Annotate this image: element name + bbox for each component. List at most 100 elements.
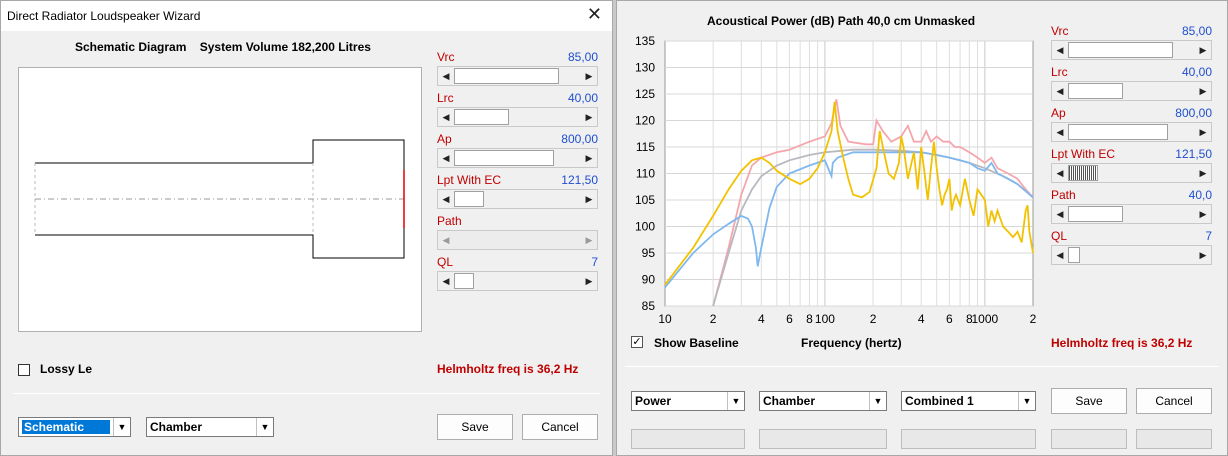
show-baseline-checkbox[interactable]: ✓ <box>631 336 643 348</box>
mode-select[interactable]: Power ▼ <box>631 391 745 411</box>
scroll-right-icon[interactable]: ▶ <box>585 276 593 286</box>
chevron-down-icon[interactable]: ▼ <box>869 392 886 410</box>
param-scrollbar[interactable]: ◀ ▶ <box>437 107 598 127</box>
param-label: QL <box>437 255 454 269</box>
series-line <box>664 151 1034 288</box>
lossy-le-label: Lossy Le <box>40 362 93 376</box>
scroll-thumb[interactable] <box>454 150 554 166</box>
scroll-thumb[interactable] <box>454 68 559 84</box>
scroll-right-icon[interactable]: ▶ <box>585 112 593 122</box>
param-scrollbar[interactable]: ◀ ▶ <box>1051 245 1212 265</box>
series-line <box>664 101 1034 286</box>
chevron-down-icon[interactable]: ▼ <box>256 418 273 436</box>
scroll-right-icon[interactable]: ▶ <box>585 71 593 81</box>
mode-select-value: Power <box>635 394 672 408</box>
y-tick-label: 110 <box>636 167 655 181</box>
acoustical-power-window: Acoustical Power (dB) Path 40,0 cm Unmas… <box>616 0 1228 456</box>
scroll-right-icon[interactable]: ▶ <box>1199 250 1207 260</box>
scroll-right-icon[interactable]: ▶ <box>1199 127 1207 137</box>
x-tick-label: 6 <box>946 312 953 326</box>
param-value: 85,00 <box>567 50 598 64</box>
save-button[interactable]: Save <box>1051 388 1127 414</box>
close-icon[interactable]: ✕ <box>586 4 602 24</box>
param-scrollbar[interactable]: ◀ ▶ <box>1051 204 1212 224</box>
chevron-down-icon[interactable]: ▼ <box>1018 392 1035 410</box>
background-window-control <box>631 429 745 449</box>
param-value: 40,0 <box>1188 188 1212 202</box>
param-scrollbar[interactable]: ◀ ▶ <box>437 66 598 86</box>
param-scrollbar[interactable]: ◀ ▶ <box>1051 81 1212 101</box>
scroll-right-icon[interactable]: ▶ <box>585 153 593 163</box>
y-tick-label: 120 <box>635 114 655 128</box>
scroll-left-icon[interactable]: ◀ <box>1056 86 1064 96</box>
scroll-right-icon[interactable]: ▶ <box>1199 168 1207 178</box>
scroll-left-icon[interactable]: ◀ <box>442 153 450 163</box>
view-select[interactable]: Schematic ▼ <box>18 417 131 437</box>
chevron-down-icon[interactable]: ▼ <box>727 392 744 410</box>
scroll-right-icon[interactable]: ▶ <box>1199 45 1207 55</box>
scroll-thumb[interactable] <box>1068 124 1168 140</box>
scroll-left-icon[interactable]: ◀ <box>1056 209 1064 219</box>
chevron-down-icon[interactable]: ▼ <box>113 418 130 436</box>
save-button[interactable]: Save <box>437 414 513 440</box>
x-tick-label: 2 <box>710 312 717 326</box>
scroll-right-icon[interactable]: ▶ <box>585 194 593 204</box>
cancel-button[interactable]: Cancel <box>1136 388 1212 414</box>
series-line <box>712 148 1034 307</box>
view-select-value: Schematic <box>22 420 110 434</box>
scroll-left-icon[interactable]: ◀ <box>442 112 450 122</box>
param-scrollbar[interactable]: ◀ ▶ <box>1051 163 1212 183</box>
scroll-left-icon[interactable]: ◀ <box>442 71 450 81</box>
combined-select[interactable]: Combined 1 ▼ <box>901 391 1036 411</box>
scroll-thumb[interactable] <box>1068 206 1123 222</box>
scroll-thumb[interactable] <box>454 109 509 125</box>
chamber-select[interactable]: Chamber ▼ <box>146 417 274 437</box>
param-scrollbar[interactable]: ◀ ▶ <box>437 189 598 209</box>
scroll-thumb[interactable] <box>1068 165 1098 181</box>
show-baseline-label: Show Baseline <box>654 336 739 350</box>
series-line <box>712 99 1034 307</box>
y-tick-label: 125 <box>635 87 655 101</box>
chamber-select[interactable]: Chamber ▼ <box>759 391 887 411</box>
param-value: 85,00 <box>1181 24 1212 38</box>
param-label: Vrc <box>437 50 455 64</box>
scroll-right-icon[interactable]: ▶ <box>1199 86 1207 96</box>
y-tick-label: 95 <box>642 246 656 260</box>
x-tick-label: 4 <box>758 312 765 326</box>
y-tick-label: 135 <box>635 34 655 48</box>
scroll-left-icon[interactable]: ◀ <box>1056 127 1064 137</box>
x-tick-label: 100 <box>815 312 835 326</box>
scroll-left-icon[interactable]: ◀ <box>442 194 450 204</box>
param-label: Path <box>1051 188 1076 202</box>
window-title: Direct Radiator Loudspeaker Wizard <box>7 9 201 23</box>
param-scrollbar[interactable]: ◀ ▶ <box>437 271 598 291</box>
scroll-left-icon[interactable]: ◀ <box>442 276 450 286</box>
y-tick-label: 130 <box>635 61 655 75</box>
scroll-thumb[interactable] <box>454 191 484 207</box>
param-scrollbar[interactable]: ◀ ▶ <box>1051 40 1212 60</box>
scroll-thumb[interactable] <box>1068 247 1080 263</box>
param-scrollbar[interactable]: ◀ ▶ <box>1051 122 1212 142</box>
param-scrollbar[interactable]: ◀ ▶ <box>437 230 598 250</box>
scroll-thumb[interactable] <box>1068 42 1173 58</box>
param-label: Lpt With EC <box>437 173 502 187</box>
cancel-button[interactable]: Cancel <box>522 414 598 440</box>
scroll-right-icon[interactable]: ▶ <box>585 235 593 245</box>
scroll-left-icon[interactable]: ◀ <box>1056 168 1064 178</box>
chamber-select-value: Chamber <box>763 394 816 408</box>
param-value: 40,00 <box>567 91 598 105</box>
scroll-right-icon[interactable]: ▶ <box>1199 209 1207 219</box>
scroll-left-icon[interactable]: ◀ <box>442 235 450 245</box>
scroll-left-icon[interactable]: ◀ <box>1056 45 1064 55</box>
param-scrollbar[interactable]: ◀ ▶ <box>437 148 598 168</box>
y-tick-label: 115 <box>636 140 655 154</box>
chamber-select-value: Chamber <box>150 420 203 434</box>
scroll-thumb[interactable] <box>454 273 474 289</box>
scroll-thumb[interactable] <box>1068 83 1123 99</box>
param-label: QL <box>1051 229 1068 243</box>
y-tick-label: 90 <box>642 273 656 287</box>
chart-title: Acoustical Power (dB) Path 40,0 cm Unmas… <box>707 14 976 28</box>
scroll-left-icon[interactable]: ◀ <box>1056 250 1064 260</box>
lossy-le-checkbox[interactable] <box>18 364 30 376</box>
